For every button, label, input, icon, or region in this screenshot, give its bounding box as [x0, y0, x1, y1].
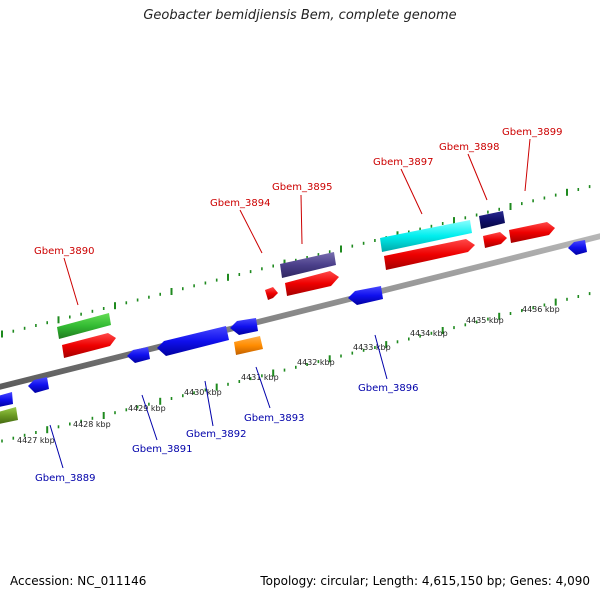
reverse-strand-ticks — [1, 292, 591, 443]
gene-label[interactable]: Gbem_3897 — [373, 157, 433, 168]
gene-arrow-forward[interactable] — [57, 313, 111, 339]
gene-arrow-reverse[interactable] — [127, 347, 150, 363]
accession-text: Accession: NC_011146 — [10, 574, 147, 588]
gene-arrow-reverse[interactable] — [28, 377, 49, 393]
gene-label[interactable]: Gbem_3894 — [210, 198, 270, 209]
reverse-strand-genes — [0, 240, 587, 424]
gene-label[interactable]: Gbem_3890 — [34, 246, 94, 257]
gene-arrow-forward[interactable] — [380, 220, 472, 252]
gene-arrow-reverse[interactable] — [348, 286, 383, 305]
genome-summary-text: Topology: circular; Length: 4,615,150 bp… — [260, 574, 590, 588]
gene-arrow-forward[interactable] — [62, 333, 116, 358]
tick-label: 4432 kbp — [297, 358, 335, 367]
leader-line — [49, 424, 64, 469]
leader-line — [141, 394, 158, 441]
gene-label[interactable]: Gbem_3895 — [272, 182, 332, 193]
leader-line — [524, 138, 531, 192]
tick-label: 4435 kbp — [466, 316, 504, 325]
leader-line — [239, 209, 263, 254]
tick-label: 4428 kbp — [73, 420, 111, 429]
tick-label: 4427 kbp — [17, 436, 55, 445]
gene-arrow-forward[interactable] — [285, 271, 339, 296]
leader-line — [467, 153, 488, 201]
gene-label[interactable]: Gbem_3892 — [186, 429, 246, 440]
gene-arrow-reverse[interactable] — [234, 336, 263, 355]
forward-strand-ticks — [1, 185, 591, 338]
leader-line — [400, 168, 423, 215]
gene-arrow-reverse[interactable] — [230, 318, 258, 335]
genome-backbone — [0, 233, 600, 390]
gene-label[interactable]: Gbem_3899 — [502, 127, 562, 138]
gene-label[interactable]: Gbem_3893 — [244, 413, 304, 424]
gene-arrow-reverse[interactable] — [0, 392, 13, 407]
gene-arrow-forward[interactable] — [384, 239, 475, 270]
gene-arrow-reverse[interactable] — [0, 407, 18, 424]
gene-label[interactable]: Gbem_3896 — [358, 383, 418, 394]
leader-line — [300, 194, 303, 245]
reverse-gene-labels: Gbem_3889 Gbem_3891 Gbem_3892 Gbem_3893 … — [35, 383, 418, 484]
gene-label[interactable]: Gbem_3891 — [132, 444, 192, 455]
forward-strand-genes — [57, 211, 555, 358]
gene-arrow-reverse[interactable] — [157, 326, 229, 356]
genome-title: Geobacter bemidjiensis Bem, complete gen… — [143, 8, 457, 23]
gene-arrow-forward[interactable] — [479, 211, 505, 229]
gene-arrow-forward[interactable] — [483, 232, 507, 248]
tick-label: 4434 kbp — [410, 329, 448, 338]
gene-arrow-forward[interactable] — [280, 252, 336, 278]
tick-label: 4436 kbp — [522, 305, 560, 314]
tick-label: 4433 kbp — [353, 343, 391, 352]
label-leader-lines — [49, 138, 531, 469]
leader-line — [204, 380, 214, 427]
forward-gene-labels: Gbem_3890 Gbem_3894 Gbem_3895 Gbem_3897 … — [34, 127, 562, 257]
tick-label: 4430 kbp — [184, 388, 222, 397]
leader-line — [255, 366, 271, 409]
gene-arrow-reverse[interactable] — [568, 240, 587, 255]
leader-line — [63, 257, 79, 306]
leader-line — [374, 334, 388, 380]
gene-arrow-forward[interactable] — [265, 287, 278, 300]
gene-arrow-forward[interactable] — [509, 222, 555, 243]
gene-label[interactable]: Gbem_3898 — [439, 142, 499, 153]
gene-label[interactable]: Gbem_3889 — [35, 473, 95, 484]
